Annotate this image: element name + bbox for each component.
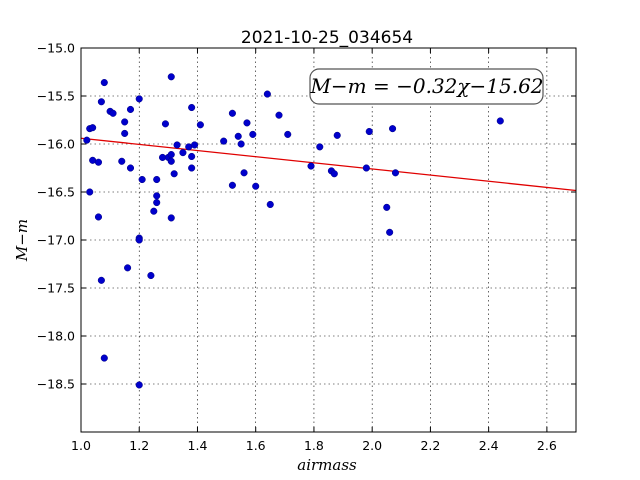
- data-point: [167, 151, 175, 159]
- y-tick-label: −16.0: [37, 137, 75, 152]
- data-point: [167, 157, 175, 165]
- data-point: [252, 182, 260, 190]
- data-point: [167, 73, 175, 81]
- x-tick-label: 1.2: [129, 438, 149, 453]
- x-tick-label: 2.4: [479, 438, 499, 453]
- data-point: [89, 124, 97, 132]
- y-tick-label: −18.0: [37, 329, 75, 344]
- data-point: [191, 141, 199, 149]
- data-point: [147, 271, 155, 280]
- data-point: [94, 213, 103, 221]
- data-point: [121, 118, 129, 126]
- data-point: [263, 90, 271, 98]
- data-point: [150, 207, 158, 215]
- x-tick-label: 1.8: [304, 438, 324, 453]
- data-point: [386, 228, 394, 236]
- data-point: [153, 192, 161, 200]
- data-point: [228, 109, 236, 117]
- data-point: [362, 164, 370, 172]
- data-point: [135, 381, 143, 389]
- fit-line-layer: [80, 137, 577, 192]
- data-point: [496, 117, 504, 125]
- data-point: [249, 130, 257, 138]
- data-point: [237, 140, 245, 148]
- x-tick-label: 2.0: [362, 438, 382, 453]
- data-point: [173, 141, 181, 149]
- data-point: [124, 264, 132, 272]
- data-point: [240, 169, 248, 177]
- data-point: [188, 164, 196, 172]
- data-point: [153, 175, 161, 184]
- grid: [81, 48, 576, 432]
- data-point: [121, 129, 129, 137]
- data-point: [333, 131, 341, 139]
- data-point: [100, 79, 108, 87]
- data-point: [86, 188, 94, 196]
- data-point: [365, 127, 373, 136]
- axis-ticks: 1.0 1.2 1.4 1.6 1.8 2.0 2.2 2.4 2.6 −15.0 −15.5 −16…: [37, 41, 576, 453]
- y-tick-label: −17.5: [37, 281, 75, 296]
- data-point: [243, 119, 251, 127]
- data-point: [316, 143, 324, 151]
- data-point: [97, 98, 105, 106]
- data-point: [307, 162, 315, 170]
- data-point: [188, 103, 196, 112]
- y-tick-label: −15.0: [37, 41, 75, 56]
- data-point: [83, 136, 91, 144]
- x-tick-label: 1.4: [188, 438, 208, 453]
- data-point: [161, 120, 169, 128]
- x-tick-label: 2.6: [537, 438, 557, 453]
- data-point: [97, 276, 105, 284]
- data-point: [391, 169, 400, 177]
- data-point: [94, 158, 103, 166]
- data-point: [126, 105, 135, 113]
- data-point: [196, 121, 204, 129]
- y-tick-label: −18.5: [37, 377, 75, 392]
- data-point: [275, 111, 283, 119]
- chart-title: 2021-10-25_034654: [241, 28, 413, 48]
- data-point: [138, 175, 146, 184]
- fit-line: [80, 137, 577, 192]
- data-point: [118, 157, 126, 165]
- y-tick-label: −15.5: [37, 89, 75, 104]
- data-point: [167, 214, 175, 222]
- x-tick-label: 1.6: [246, 438, 266, 453]
- x-axis-label: airmass: [297, 456, 357, 474]
- y-axis-label: M−m: [13, 219, 31, 262]
- fit-equation: M−m = −0.32χ−15.62: [309, 74, 543, 98]
- data-point: [234, 132, 242, 140]
- data-point: [389, 125, 397, 133]
- data-point: [330, 170, 338, 178]
- data-point: [100, 354, 108, 362]
- x-tick-label: 1.0: [71, 438, 91, 453]
- data-point: [228, 181, 236, 189]
- data-point: [135, 95, 143, 103]
- data-point: [126, 164, 135, 172]
- y-tick-label: −16.5: [37, 185, 75, 200]
- data-points: [83, 73, 504, 389]
- data-point: [179, 149, 187, 157]
- data-point: [170, 170, 178, 178]
- x-tick-label: 2.2: [420, 438, 440, 453]
- y-tick-label: −17.0: [37, 233, 75, 248]
- fit-equation-box: M−m = −0.32χ−15.62: [309, 68, 544, 105]
- data-point: [383, 203, 391, 211]
- data-point: [284, 130, 292, 138]
- data-point: [220, 137, 228, 145]
- data-point: [188, 152, 196, 161]
- data-point: [109, 109, 117, 117]
- data-point: [266, 200, 274, 209]
- data-point: [135, 236, 143, 244]
- data-point: [153, 199, 161, 207]
